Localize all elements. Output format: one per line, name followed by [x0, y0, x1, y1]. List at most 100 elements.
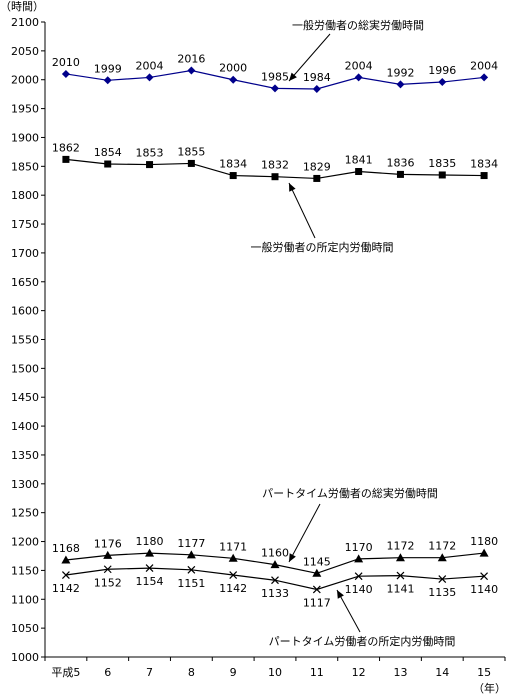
x-tick-label: 11 — [310, 666, 324, 679]
data-label: 1145 — [303, 555, 331, 568]
series-layer: 2010 1999 2004 2016 2000 1985 1984 2004 1992 1996… — [52, 52, 498, 609]
data-label: 2004 — [345, 59, 373, 72]
data-point — [103, 76, 112, 85]
y-axis-unit-label: （時間） — [0, 0, 44, 13]
data-label: 1171 — [219, 540, 247, 553]
data-label: 1135 — [428, 586, 456, 599]
y-tick-label: 1600 — [11, 305, 39, 318]
annotation-leader-line — [288, 182, 316, 239]
series-name-label: パートタイム労働者の所定内労働時間 — [269, 634, 456, 648]
data-label: 1151 — [177, 577, 205, 590]
data-point — [313, 174, 321, 182]
y-tick-label: 1700 — [11, 247, 39, 260]
y-tick-label: 1550 — [11, 334, 39, 347]
data-point — [480, 73, 489, 82]
data-label: 1142 — [52, 582, 80, 595]
data-label: 1834 — [219, 158, 247, 171]
data-point — [480, 572, 489, 581]
x-tick-label: 9 — [230, 666, 237, 679]
data-point — [103, 550, 113, 559]
data-label: 1996 — [428, 64, 456, 77]
data-point — [229, 172, 237, 180]
y-tick-label: 1350 — [11, 449, 39, 462]
series-annotation-3: パートタイム労働者の総実労働時間 — [262, 486, 438, 563]
data-label: 1829 — [303, 160, 331, 173]
data-point — [62, 155, 70, 163]
data-point — [145, 73, 154, 82]
data-label: 1154 — [136, 575, 164, 588]
data-point — [186, 550, 196, 559]
y-tick-label: 1950 — [11, 103, 39, 116]
data-label: 1862 — [52, 141, 80, 154]
data-point — [228, 553, 238, 562]
data-point — [145, 548, 155, 557]
y-axis: 1000 1050 1100 1150 1200 1250 1300 1350 1400 1450… — [11, 16, 46, 664]
y-tick-label: 2050 — [11, 45, 39, 58]
data-label: 1999 — [94, 62, 122, 75]
data-label: 1855 — [177, 145, 205, 158]
x-tick-label: 8 — [188, 666, 195, 679]
data-point — [187, 159, 195, 167]
data-label: 1985 — [261, 70, 289, 83]
annotation-layer: 一般労働者の総実労働時間一般労働者の所定内労働時間パートタイム労働者の総実労働時… — [251, 18, 456, 648]
annotation-leader-line — [288, 33, 331, 82]
data-label: 1141 — [386, 583, 414, 596]
annotation-arrowhead — [289, 553, 296, 562]
series-name-label: パートタイム労働者の総実労働時間 — [262, 486, 438, 500]
x-tick-label: 12 — [352, 666, 366, 679]
data-label: 1170 — [345, 541, 373, 554]
data-point — [187, 565, 196, 574]
series-4: 1142 1152 1154 1151 1142 1133 1117 1140 1141 1135… — [52, 564, 498, 609]
x-tick-label: 13 — [393, 666, 407, 679]
data-point — [271, 84, 279, 93]
data-point — [61, 571, 70, 579]
annotation-arrowhead — [337, 590, 344, 599]
data-point — [438, 78, 447, 87]
data-point — [271, 576, 279, 585]
data-label: 1835 — [428, 157, 456, 170]
data-label: 1992 — [386, 66, 414, 79]
y-tick-label: 1300 — [11, 478, 39, 491]
data-point — [396, 170, 404, 178]
data-point — [312, 585, 321, 594]
annotation-arrowhead — [289, 183, 296, 192]
data-point — [312, 568, 322, 577]
x-tick-label: 15 — [477, 666, 491, 679]
data-point — [354, 572, 363, 581]
data-point — [396, 80, 405, 89]
data-point — [145, 564, 154, 573]
series-annotation-2: 一般労働者の所定内労働時間 — [251, 182, 394, 254]
annotation-leader-line — [288, 503, 321, 563]
y-tick-label: 2100 — [11, 16, 39, 29]
x-tick-label: 14 — [435, 666, 449, 679]
data-point — [395, 553, 405, 562]
data-point — [229, 75, 238, 84]
annotation-arrowhead — [289, 72, 297, 81]
data-point — [61, 555, 71, 564]
data-label: 2004 — [470, 59, 498, 72]
series-annotation-1: 一般労働者の総実労働時間 — [288, 18, 424, 82]
data-point — [271, 173, 279, 181]
data-point — [229, 571, 238, 579]
series-name-label: 一般労働者の所定内労働時間 — [251, 240, 394, 254]
x-axis-unit-label: （年） — [473, 681, 506, 694]
data-label: 1984 — [303, 71, 331, 84]
data-label: 1853 — [136, 147, 164, 160]
data-label: 1841 — [345, 154, 373, 167]
y-tick-label: 1800 — [11, 189, 39, 202]
x-tick-label: 7 — [146, 666, 153, 679]
series-annotation-4: パートタイム労働者の所定内労働時間 — [269, 589, 456, 648]
x-tick-label: 6 — [104, 666, 111, 679]
series-2: 1862 1854 1853 1855 1834 1832 1829 1841 1836 1835… — [52, 141, 498, 182]
y-tick-label: 1150 — [11, 564, 39, 577]
y-tick-label: 1500 — [11, 362, 39, 375]
y-tick-label: 1900 — [11, 131, 39, 144]
data-point — [61, 69, 70, 78]
data-label: 1140 — [470, 583, 498, 596]
data-point — [270, 560, 280, 569]
series-1: 2010 1999 2004 2016 2000 1985 1984 2004 1992 1996… — [52, 52, 498, 93]
data-point — [479, 548, 489, 557]
y-tick-label: 1250 — [11, 507, 39, 520]
data-point — [355, 168, 363, 176]
